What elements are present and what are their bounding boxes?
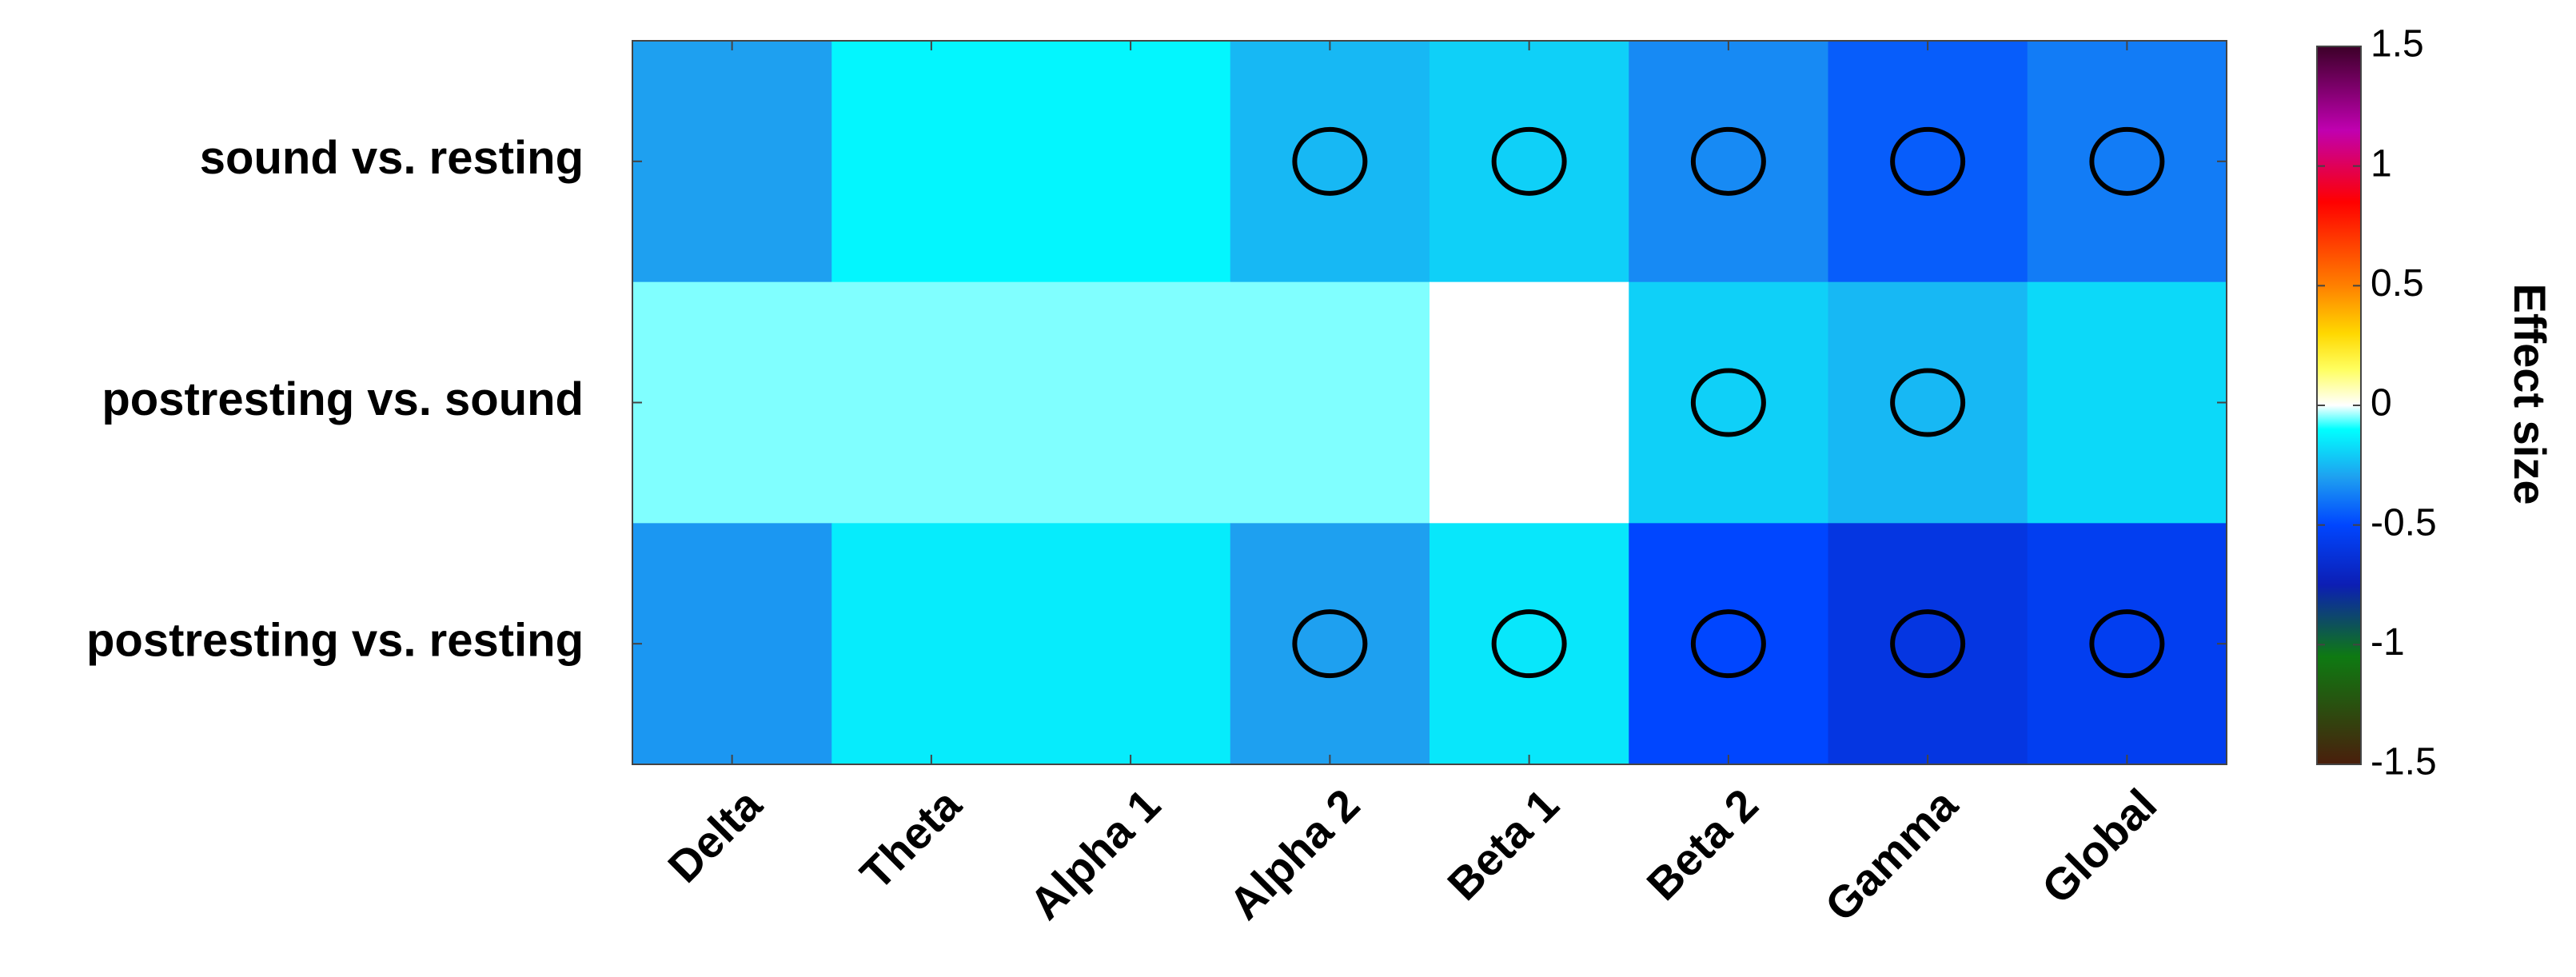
- column-label: Gamma: [1815, 779, 1967, 931]
- column-label: Global: [2032, 779, 2167, 913]
- significance-marker: [1292, 126, 1368, 196]
- significance-marker: [1690, 126, 1766, 196]
- heatmap-cell: [1230, 41, 1430, 283]
- heatmap-cell: [1629, 41, 1828, 283]
- significance-marker: [1491, 126, 1567, 196]
- colorbar-tick-label: -0.5: [2371, 501, 2437, 544]
- heatmap-cell: [1828, 41, 2028, 283]
- colorbar-tick-label: 1: [2371, 142, 2392, 185]
- heatmap-cell: [1629, 281, 1828, 524]
- heatmap-cell: [632, 281, 832, 524]
- significance-marker: [2089, 609, 2165, 679]
- significance-marker: [1690, 368, 1766, 437]
- column-label: Alpha 1: [1020, 779, 1170, 929]
- heatmap-cell: [831, 523, 1031, 765]
- heatmap-cell: [1031, 523, 1231, 765]
- heatmap-cell: [632, 41, 832, 283]
- heatmap-cell: [2027, 523, 2227, 765]
- heatmap-cell: [632, 523, 832, 765]
- row-label: postresting vs. resting: [86, 614, 584, 666]
- significance-marker: [1890, 609, 1966, 679]
- heatmap-cell: [1430, 41, 1629, 283]
- row-label: sound vs. resting: [200, 132, 584, 184]
- colorbar-tick-label: -1.5: [2371, 741, 2437, 784]
- significance-marker: [1690, 609, 1766, 679]
- significance-marker: [1890, 126, 1966, 196]
- heatmap-cell: [831, 41, 1031, 283]
- heatmap-cell: [2027, 41, 2227, 283]
- column-label: Beta 1: [1438, 779, 1568, 909]
- significance-marker: [2089, 126, 2165, 196]
- column-label: Alpha 2: [1219, 779, 1370, 929]
- heatmap-cell: [1430, 281, 1629, 524]
- heatmap-cell: [1828, 281, 2028, 524]
- column-label: Beta 2: [1637, 779, 1767, 909]
- heatmap-cell: [1430, 523, 1629, 765]
- heatmap-cell: [1031, 281, 1231, 524]
- heatmap-cell: [831, 281, 1031, 524]
- colorbar-tick-label: 0.5: [2371, 262, 2424, 305]
- heatmap-cell: [1230, 281, 1430, 524]
- heatmap-cell: [1629, 523, 1828, 765]
- column-label: Theta: [851, 779, 971, 899]
- row-label: postresting vs. sound: [102, 373, 584, 425]
- heatmap-cell: [1031, 41, 1231, 283]
- significance-marker: [1890, 368, 1966, 437]
- colorbar-tick-label: 0: [2371, 382, 2392, 425]
- colorbar-tick-label: 1.5: [2371, 23, 2424, 66]
- heatmap-cell: [1230, 523, 1430, 765]
- significance-marker: [1491, 609, 1567, 679]
- colorbar-tick-label: -1: [2371, 621, 2405, 664]
- heatmap-cell: [1828, 523, 2028, 765]
- significance-marker: [1292, 609, 1368, 679]
- colorbar-label: Effect size: [2505, 284, 2555, 505]
- heatmap-cell: [2027, 281, 2227, 524]
- column-label: Delta: [658, 779, 772, 892]
